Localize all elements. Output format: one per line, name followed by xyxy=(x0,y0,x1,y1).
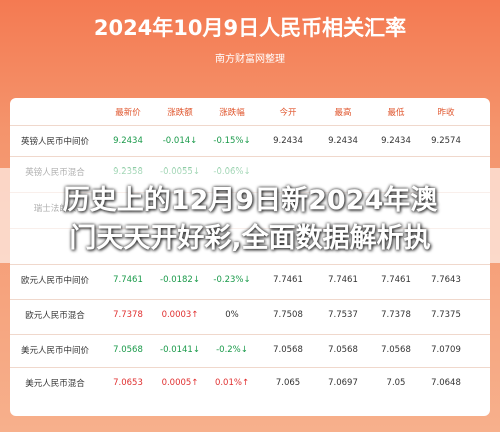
cell: 7.7537 xyxy=(328,310,358,320)
cell: 9.2434 xyxy=(113,136,143,146)
cell: 0.0003↑ xyxy=(161,310,199,320)
row-name: 美元人民币混合 xyxy=(25,379,85,389)
cell: 7.7461 xyxy=(328,275,358,285)
overlay-text: 历史上的12月9日新2024年澳 xyxy=(62,185,438,216)
cell: 7.0568 xyxy=(113,345,143,355)
cell: -0.0141↓ xyxy=(160,345,200,355)
cell: -0.15%↓ xyxy=(213,136,251,146)
row-divider xyxy=(10,299,490,300)
cell: 0.0005↑ xyxy=(161,378,199,388)
column-header: 最低 xyxy=(387,108,405,118)
cell: 7.7378 xyxy=(113,310,143,320)
column-header: 今开 xyxy=(279,108,297,118)
cell: 7.0568 xyxy=(273,345,303,355)
overlay-text: 门天天开好彩,全面数据解析执 xyxy=(69,223,431,254)
cell: 7.0709 xyxy=(431,345,461,355)
cell: 0.01%↑ xyxy=(214,378,250,388)
cell: 7.7375 xyxy=(431,310,461,320)
cell: -0.2%↓ xyxy=(216,345,248,355)
cell: -0.0182↓ xyxy=(160,275,200,285)
column-header: 涨跌额 xyxy=(167,108,193,118)
cell: 7.7643 xyxy=(431,275,461,285)
cell: 9.2574 xyxy=(431,136,461,146)
cell: 7.7378 xyxy=(381,310,411,320)
row-name: 欧元人民币中间价 xyxy=(20,276,90,286)
row-name: 英镑人民币中间价 xyxy=(20,137,90,147)
cell: 7.7461 xyxy=(113,275,143,285)
subtitle: 南方财富网整理 xyxy=(215,54,285,65)
cell: 7.0697 xyxy=(328,378,358,388)
cell: 7.7461 xyxy=(381,275,411,285)
row-divider xyxy=(10,334,490,335)
cell: 7.0568 xyxy=(381,345,411,355)
row-divider xyxy=(10,264,490,265)
title: 2024年10月9日人民币相关汇率 xyxy=(93,16,407,40)
column-header: 最新价 xyxy=(115,108,141,118)
row-divider xyxy=(10,367,490,368)
cell: -0.23%↓ xyxy=(213,275,251,285)
row-name: 欧元人民币混合 xyxy=(25,311,85,321)
row-name: 美元人民币中间价 xyxy=(20,346,90,356)
cell: 7.0568 xyxy=(328,345,358,355)
cell: 9.2434 xyxy=(273,136,303,146)
cell: 7.7461 xyxy=(273,275,303,285)
column-header: 涨跌幅 xyxy=(219,108,245,118)
cell: 7.7508 xyxy=(273,310,303,320)
cell: 7.0648 xyxy=(431,378,461,388)
cell: 7.05 xyxy=(386,378,406,388)
cell: 7.0653 xyxy=(113,378,143,388)
row-divider xyxy=(10,125,490,126)
column-header: 昨收 xyxy=(437,108,455,118)
overlay-band xyxy=(0,168,500,263)
cell: 9.2434 xyxy=(328,136,358,146)
cell: 9.2434 xyxy=(381,136,411,146)
row-divider xyxy=(10,156,490,157)
cell: 0% xyxy=(225,310,239,320)
cell: 7.065 xyxy=(275,378,301,388)
column-header: 最高 xyxy=(334,108,352,118)
cell: -0.014↓ xyxy=(162,136,198,146)
